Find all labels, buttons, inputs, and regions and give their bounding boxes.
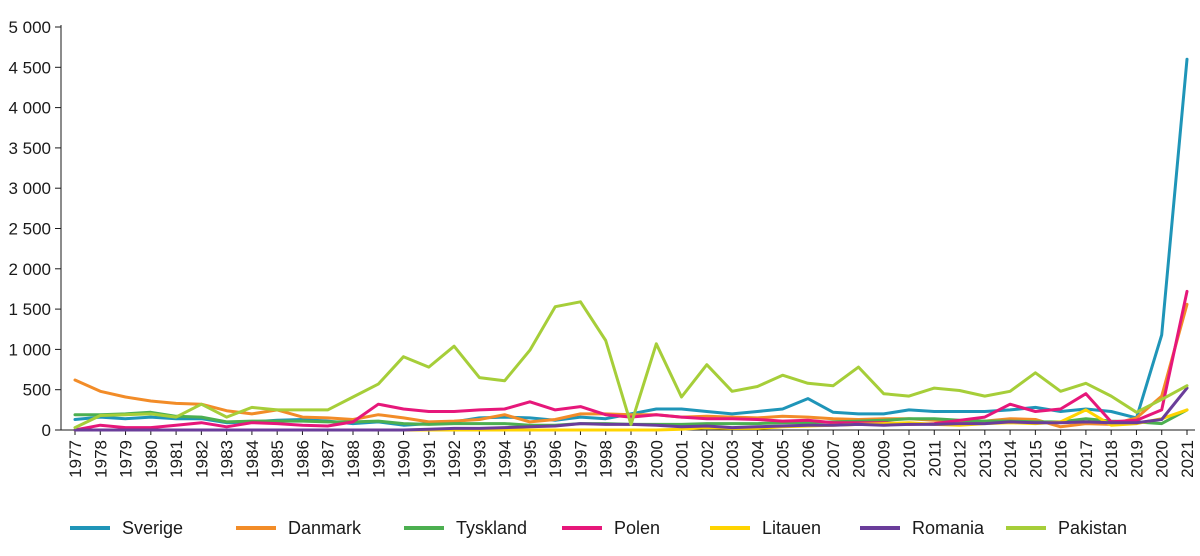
x-tick-label: 1982 xyxy=(192,440,211,478)
y-tick-label: 3 000 xyxy=(8,179,51,198)
y-tick-label: 500 xyxy=(23,381,51,400)
legend-label-romania: Romania xyxy=(912,518,985,538)
x-tick-label: 1981 xyxy=(167,440,186,478)
x-tick-label: 2000 xyxy=(647,440,666,478)
y-tick-label: 2 000 xyxy=(8,260,51,279)
x-tick-label: 1989 xyxy=(369,440,388,478)
x-tick-label: 2001 xyxy=(673,440,692,478)
y-tick-label: 5 000 xyxy=(8,18,51,37)
y-tick-label: 4 000 xyxy=(8,99,51,118)
x-tick-label: 2006 xyxy=(799,440,818,478)
legend-label-danmark: Danmark xyxy=(288,518,362,538)
x-tick-label: 1997 xyxy=(571,440,590,478)
x-tick-label: 1979 xyxy=(117,440,136,478)
legend: Sverige Danmark Tyskland Polen Litauen Romani… xyxy=(70,518,1127,538)
x-tick-label: 2008 xyxy=(849,440,868,478)
x-tick-label: 1988 xyxy=(344,440,363,478)
x-tick-label: 2021 xyxy=(1178,440,1197,478)
x-tick-label: 1992 xyxy=(445,440,464,478)
x-tick-label: 1995 xyxy=(521,440,540,478)
x-tick-label: 1990 xyxy=(395,440,414,478)
x-tick-label: 1978 xyxy=(91,440,110,478)
y-tick-label: 0 xyxy=(42,421,51,440)
axes xyxy=(60,25,1195,431)
x-tick-label: 2013 xyxy=(976,440,995,478)
y-tick-label: 3 500 xyxy=(8,139,51,158)
x-tick-label: 2009 xyxy=(875,440,894,478)
series-line-danmark xyxy=(73,302,1189,429)
x-tick-label: 2018 xyxy=(1102,440,1121,478)
x-tick-label: 1985 xyxy=(268,440,287,478)
x-tick-label: 2010 xyxy=(900,440,919,478)
series-line-polen xyxy=(73,289,1189,432)
x-tick-label: 2003 xyxy=(723,440,742,478)
x-tick-label: 2012 xyxy=(951,440,970,478)
x-tick-label: 2004 xyxy=(748,440,767,478)
x-tick-label: 2015 xyxy=(1026,440,1045,478)
y-tick-label: 1 000 xyxy=(8,340,51,359)
y-tick-label: 4 500 xyxy=(8,58,51,77)
legend-label-polen: Polen xyxy=(614,518,660,538)
series-lines xyxy=(73,57,1189,432)
legend-label-pakistan: Pakistan xyxy=(1058,518,1127,538)
x-tick-label: 2017 xyxy=(1077,440,1096,478)
legend-label-litauen: Litauen xyxy=(762,518,821,538)
y-tick-label: 2 500 xyxy=(8,220,51,239)
x-tick-label: 1991 xyxy=(420,440,439,478)
x-tick-label: 1977 xyxy=(66,440,85,478)
x-tick-label: 2019 xyxy=(1127,440,1146,478)
series-line-pakistan xyxy=(73,300,1189,430)
x-tick-label: 1993 xyxy=(470,440,489,478)
legend-label-tyskland: Tyskland xyxy=(456,518,527,538)
x-tick-label: 1987 xyxy=(319,440,338,478)
y-tick-label: 1 500 xyxy=(8,300,51,319)
x-tick-label: 1998 xyxy=(597,440,616,478)
x-tick-label: 1994 xyxy=(496,440,515,478)
x-tick-label: 1984 xyxy=(243,440,262,478)
x-tick-label: 2011 xyxy=(925,440,944,477)
series-line-sverige xyxy=(73,57,1189,427)
x-tick-label: 2007 xyxy=(824,440,843,478)
x-tick-label: 2002 xyxy=(698,440,717,478)
x-tick-label: 1999 xyxy=(622,440,641,478)
x-tick-label: 1983 xyxy=(218,440,237,478)
x-tick-label: 1980 xyxy=(142,440,161,478)
x-axis-ticks: 1977 1978 1979 1980 1981 1982 1983 1984 1985 1986… xyxy=(66,430,1197,478)
x-tick-label: 2016 xyxy=(1052,440,1071,478)
x-tick-label: 2005 xyxy=(774,440,793,478)
legend-label-sverige: Sverige xyxy=(122,518,183,538)
x-tick-label: 1996 xyxy=(546,440,565,478)
x-tick-label: 2020 xyxy=(1153,440,1172,478)
y-axis-ticks: 0 500 1 000 1 500 2 000 2 500 3 000 3 500 4 000 4… xyxy=(8,18,61,440)
x-tick-label: 2014 xyxy=(1001,440,1020,478)
x-tick-label: 1986 xyxy=(293,440,312,478)
